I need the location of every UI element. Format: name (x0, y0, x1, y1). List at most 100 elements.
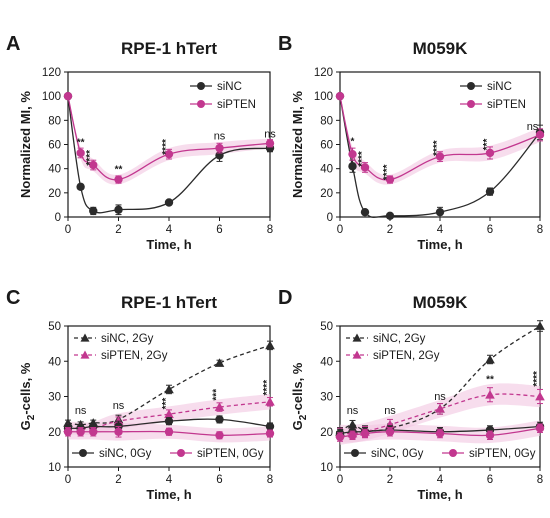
data-point (435, 207, 445, 217)
x-tick-label: 4 (166, 224, 173, 236)
legend-entry: siPTEN, 0Gy (170, 448, 264, 460)
legend-label: siNC (487, 81, 512, 93)
x-tick-label: 6 (487, 224, 493, 236)
data-point (335, 91, 345, 101)
x-axis-label: Time, h (417, 487, 462, 502)
data-point (164, 427, 174, 436)
significance-label: **** (262, 380, 273, 396)
data-point (348, 149, 357, 159)
legend-label: siPTEN (487, 99, 526, 111)
data-point (348, 431, 357, 440)
y-tick-label: 40 (320, 164, 333, 176)
data-point (164, 198, 174, 207)
legend-label: siNC, 0Gy (371, 448, 424, 460)
data-point (347, 419, 358, 429)
data-point (360, 163, 370, 172)
legend-entry: siPTEN, 2Gy (74, 350, 168, 362)
panel-title: M059K (413, 39, 469, 58)
y-tick-label: 20 (48, 427, 61, 439)
data-point (485, 187, 495, 196)
legend-entry: siNC, 2Gy (346, 333, 426, 345)
data-point (265, 429, 275, 438)
data-point (89, 427, 98, 436)
panel-title: RPE-1 hTert (121, 293, 217, 312)
y-tick-label: 40 (48, 356, 61, 368)
panel-title: M059K (413, 293, 469, 312)
significance-label: *** (161, 398, 172, 410)
x-tick-label: 2 (387, 474, 393, 486)
legend-marker (352, 350, 362, 359)
data-point (214, 402, 225, 411)
significance-label: *** (212, 389, 223, 401)
data-point (385, 175, 395, 184)
series-sipten (63, 91, 275, 184)
x-tick-label: 0 (337, 224, 343, 236)
data-point (385, 419, 395, 429)
y-tick-label: 20 (320, 188, 333, 200)
legend-marker (467, 100, 475, 108)
significance-label: **** (161, 139, 172, 155)
legend-entry: siPTEN, 0Gy (442, 448, 536, 460)
data-point (435, 404, 445, 413)
y-axis-label: G2-cells, % (18, 362, 37, 430)
data-point (385, 427, 395, 436)
x-tick-label: 2 (115, 474, 121, 486)
legend-label: siNC, 2Gy (373, 333, 426, 345)
significance-label: ns (384, 405, 396, 417)
data-point (114, 175, 123, 184)
data-point (215, 415, 224, 424)
data-point (214, 358, 225, 367)
legend-marker (80, 350, 90, 359)
y-tick-label: 40 (320, 356, 333, 368)
legend-label: siPTEN, 0Gy (469, 448, 536, 460)
y-tick-label: 120 (42, 67, 61, 79)
data-point (535, 424, 545, 433)
y-axis-label: Normalized MI, % (18, 91, 33, 198)
data-point (89, 160, 98, 170)
data-point (215, 431, 224, 440)
series-sipten (335, 91, 545, 184)
series-sipten-0gy (63, 425, 275, 440)
x-tick-label: 0 (65, 474, 71, 486)
data-point (114, 427, 123, 436)
significance-label: ns (264, 128, 276, 140)
legend-marker (351, 449, 359, 457)
data-point (164, 416, 174, 426)
legend-marker (467, 82, 475, 90)
x-tick-label: 0 (65, 224, 71, 236)
panel-title: RPE-1 hTert (121, 39, 217, 58)
y-tick-label: 0 (55, 212, 61, 224)
significance-label: **** (382, 164, 393, 180)
significance-label: *** (482, 139, 493, 151)
panel-letter: C (6, 287, 20, 309)
significance-label: **** (532, 371, 543, 387)
y-tick-label: 30 (48, 392, 61, 404)
data-point (63, 91, 73, 101)
data-point (265, 340, 275, 350)
data-point (76, 427, 85, 436)
series-sipten-0gy (335, 423, 545, 442)
x-tick-label: 8 (267, 474, 273, 486)
significance-label: * (351, 137, 355, 148)
data-point (485, 431, 495, 440)
data-point (215, 143, 224, 153)
y-axis-label: G2-cells, % (290, 362, 309, 430)
y-tick-label: 40 (48, 164, 61, 176)
x-tick-label: 8 (537, 224, 543, 236)
data-point (535, 130, 545, 140)
legend-entry: siPTEN (190, 99, 256, 111)
plot-frame (67, 325, 271, 468)
y-tick-label: 100 (42, 91, 61, 103)
x-tick-label: 6 (487, 474, 493, 486)
data-point (335, 432, 345, 442)
data-point (360, 429, 370, 438)
data-point (89, 206, 98, 216)
x-axis-label: Time, h (417, 237, 462, 252)
x-tick-label: 4 (166, 474, 173, 486)
series-sinc (63, 91, 275, 216)
data-point (535, 391, 545, 401)
x-tick-label: 4 (437, 474, 444, 486)
